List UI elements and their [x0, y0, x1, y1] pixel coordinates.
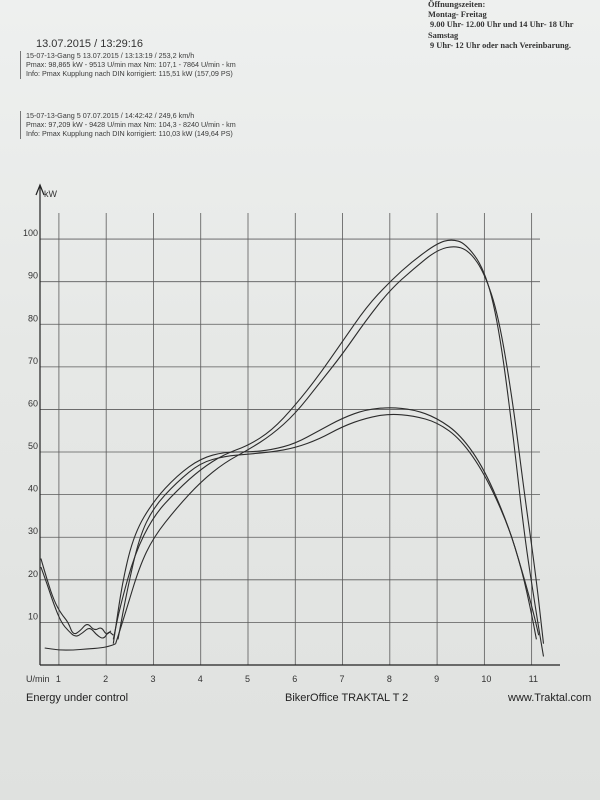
series-line-3: [112, 407, 537, 644]
y-axis-arrow: [35, 183, 45, 196]
series-line-5: [40, 566, 114, 639]
run-1-line2: Pmax: 98,865 kW - 9513 U/min max Nm: 107…: [26, 60, 236, 70]
shop-hours-heading: Öffnungszeiten:: [428, 0, 486, 9]
x-tick-label-6: 6: [292, 674, 297, 684]
series-line-2: [115, 246, 545, 644]
series-line-7: [44, 643, 116, 651]
y-tick-label-40: 40: [28, 484, 38, 494]
shop-hours-line4: 9 Uhr- 12 Uhr oder nach Vereinbarung.: [430, 40, 571, 50]
footer-device: BikerOffice TRAKTAL T 2: [285, 692, 409, 704]
x-tick-label-5: 5: [245, 674, 250, 684]
x-tick-label-2: 2: [103, 674, 108, 684]
y-tick-label-20: 20: [28, 569, 38, 579]
shop-hours-line2: 9.00 Uhr- 12.00 Uhr und 14 Uhr- 18 Uhr: [430, 20, 574, 30]
shop-hours-line1: Montag- Freitag: [428, 10, 487, 20]
x-tick-label-10: 10: [481, 674, 491, 684]
x-tick-label-8: 8: [387, 674, 392, 684]
x-tick-label-7: 7: [340, 674, 345, 684]
y-tick-label-60: 60: [28, 398, 38, 408]
x-tick-label-1: 1: [56, 674, 61, 684]
y-axis-label: kW: [44, 189, 58, 199]
series-line-1: [112, 239, 545, 657]
footer-slogan: Energy under control: [26, 692, 129, 704]
run-1-line3: Info: Pmax Kupplung nach DIN korrigiert:…: [26, 69, 233, 79]
y-tick-label-30: 30: [28, 526, 38, 536]
run-info-2: 15-07-13-Gang 5 07.07.2015 / 14:42:42 / …: [20, 111, 346, 139]
run-1-line1: 15-07-13-Gang 5 13.07.2015 / 13:13:19 / …: [26, 51, 195, 60]
y-tick-label-70: 70: [28, 356, 38, 366]
print-datetime: 13.07.2015 / 13:29:16: [36, 38, 144, 50]
y-tick-label-80: 80: [28, 313, 38, 323]
shop-hours: Öffnungszeiten: Montag- Freitag 9.00 Uhr…: [428, 0, 600, 51]
run-2-line3: Info: Pmax Kupplung nach DIN korrigiert:…: [26, 129, 233, 139]
x-tick-label-4: 4: [198, 674, 203, 684]
x-axis-label: U/min: [26, 674, 50, 684]
run-info-1: 15-07-13-Gang 5 13.07.2015 / 13:13:19 / …: [20, 51, 346, 79]
y-tick-label-10: 10: [28, 611, 38, 621]
footer-website: www.Traktal.com: [508, 692, 592, 704]
shop-hours-line3: Samstag: [428, 30, 459, 40]
y-tick-label-50: 50: [28, 441, 38, 451]
y-tick-label-90: 90: [28, 271, 38, 281]
series-line-4: [117, 413, 540, 640]
x-tick-label-3: 3: [150, 674, 155, 684]
series-line-6: [40, 558, 112, 635]
run-2-line2: Pmax: 97,209 kW - 9428 U/min max Nm: 104…: [26, 120, 236, 130]
x-tick-label-9: 9: [434, 674, 439, 684]
run-2-line1: 15-07-13-Gang 5 07.07.2015 / 14:42:42 / …: [26, 111, 195, 120]
y-tick-label-100: 100: [23, 228, 38, 238]
x-tick-label-11: 11: [529, 674, 538, 684]
